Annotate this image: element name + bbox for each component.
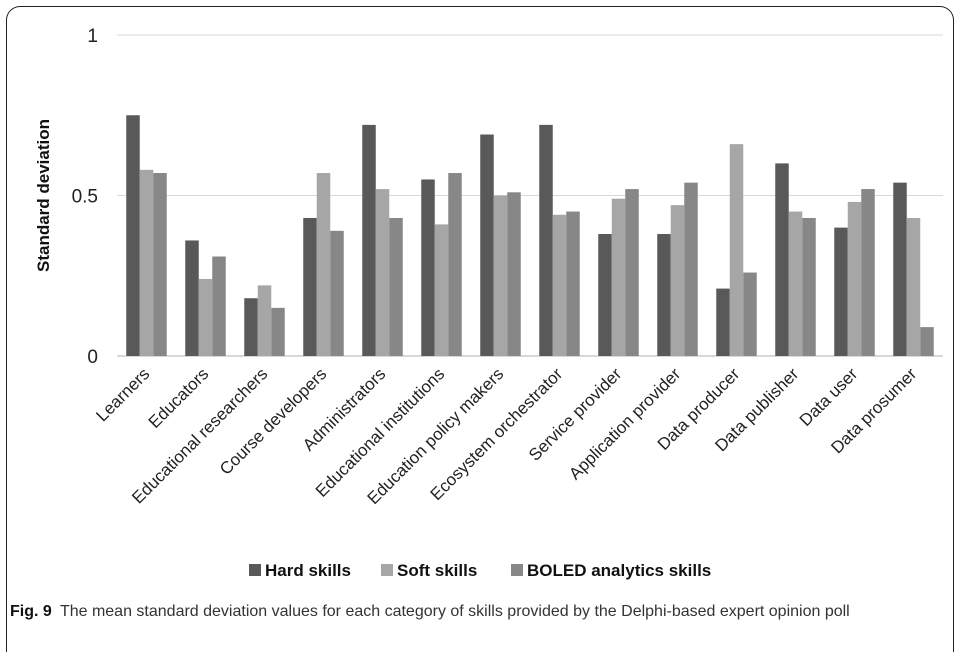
- bar-soft-skills: [729, 144, 744, 356]
- figure-caption: Fig. 9 The mean standard deviation value…: [10, 600, 946, 623]
- bar-boled-analytics-skills: [448, 173, 462, 356]
- bar-boled-analytics-skills: [743, 272, 757, 356]
- bar-hard-skills: [126, 115, 140, 356]
- bar-boled-analytics-skills: [625, 189, 639, 356]
- bar-boled-analytics-skills: [566, 211, 580, 356]
- bar-boled-analytics-skills: [684, 182, 698, 356]
- bar-soft-skills: [552, 214, 567, 356]
- bar-hard-skills: [834, 227, 848, 356]
- y-tick-label: 0.5: [72, 187, 98, 208]
- bar-hard-skills: [185, 240, 199, 356]
- x-tick-label: Course developers: [216, 364, 330, 478]
- legend-label: Soft skills: [397, 561, 477, 580]
- bar-hard-skills: [244, 298, 258, 356]
- bar-hard-skills: [716, 288, 730, 356]
- bar-soft-skills: [257, 285, 272, 356]
- bar-hard-skills: [539, 124, 553, 356]
- bar-soft-skills: [906, 217, 921, 356]
- bar-hard-skills: [421, 179, 435, 356]
- legend-label: BOLED analytics skills: [527, 561, 711, 580]
- bar-boled-analytics-skills: [920, 327, 934, 356]
- bar-boled-analytics-skills: [802, 217, 816, 356]
- bar-boled-analytics-skills: [153, 173, 167, 356]
- bar-soft-skills: [198, 278, 213, 356]
- legend-swatch: [381, 564, 393, 576]
- bar-soft-skills: [611, 198, 626, 356]
- caption-label: Fig. 9: [10, 603, 52, 620]
- bar-boled-analytics-skills: [212, 256, 226, 356]
- bar-soft-skills: [493, 195, 508, 356]
- legend-swatch: [249, 564, 261, 576]
- bar-boled-analytics-skills: [330, 230, 344, 356]
- x-tick-label: Learners: [92, 364, 153, 425]
- bar-soft-skills: [316, 173, 331, 356]
- caption-text: The mean standard deviation values for e…: [59, 603, 850, 620]
- bar-hard-skills: [480, 134, 494, 356]
- bar-soft-skills: [788, 211, 803, 356]
- bar-hard-skills: [893, 182, 907, 356]
- bar-soft-skills: [670, 205, 685, 356]
- bar-hard-skills: [303, 217, 317, 356]
- bar-soft-skills: [434, 224, 449, 356]
- legend-label: Hard skills: [265, 561, 351, 580]
- y-tick-label: 1: [87, 26, 98, 47]
- x-tick-label: Application provider: [565, 364, 684, 483]
- bar-soft-skills: [139, 169, 154, 356]
- bar-hard-skills: [775, 163, 789, 356]
- y-axis-title: Standard deviation: [34, 119, 53, 272]
- figure-frame: [6, 6, 954, 652]
- bar-boled-analytics-skills: [507, 192, 521, 356]
- bar-boled-analytics-skills: [271, 307, 285, 356]
- bar-boled-analytics-skills: [861, 189, 875, 356]
- legend-swatch: [511, 564, 523, 576]
- bar-boled-analytics-skills: [389, 217, 403, 356]
- bar-hard-skills: [657, 234, 671, 356]
- bar-hard-skills: [598, 234, 612, 356]
- bar-soft-skills: [847, 201, 862, 356]
- bar-soft-skills: [375, 189, 390, 356]
- bar-hard-skills: [362, 124, 376, 356]
- y-tick-label: 0: [87, 347, 98, 368]
